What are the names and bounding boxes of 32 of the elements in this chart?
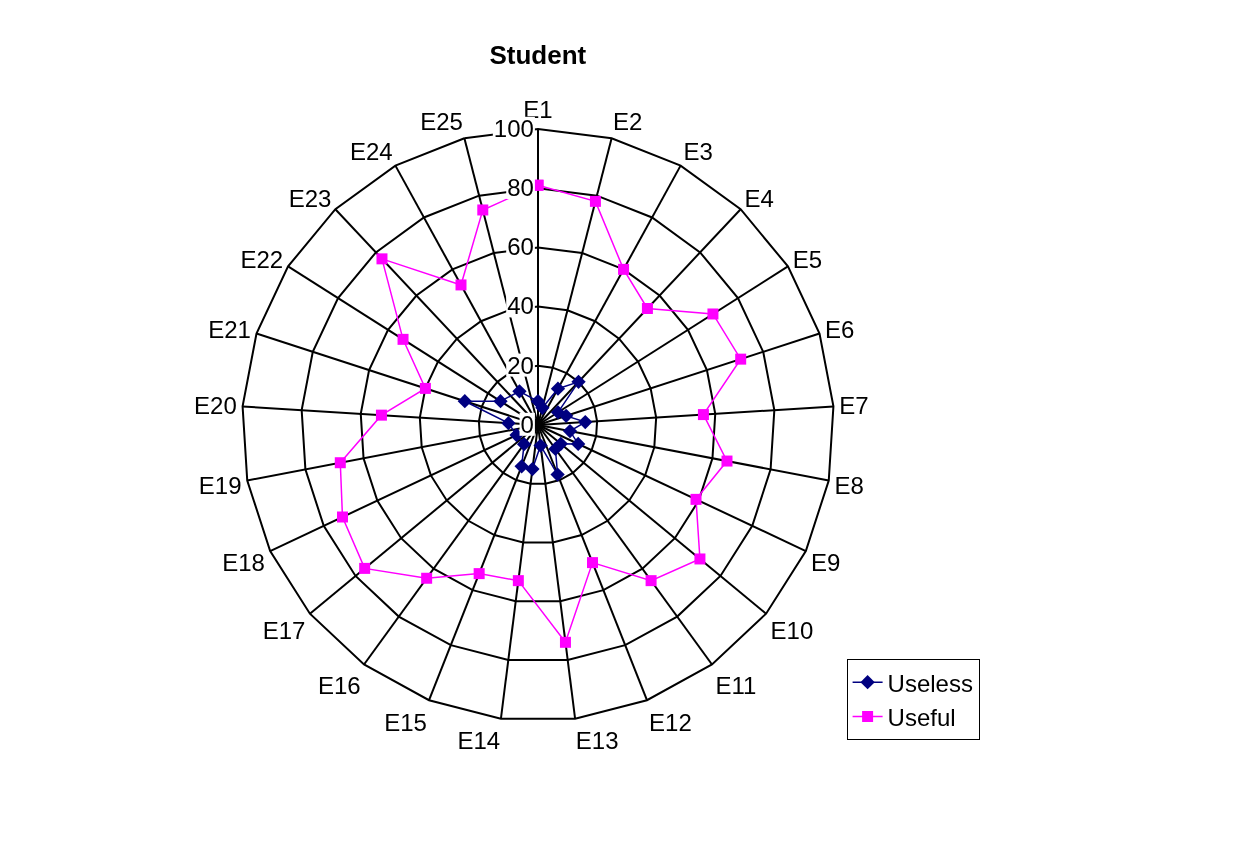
spoke-label: E8 <box>834 472 864 500</box>
spoke-label: E22 <box>240 245 284 273</box>
spoke-label: E10 <box>770 617 814 645</box>
spoke-label: E17 <box>262 617 306 645</box>
spoke-label: E4 <box>744 185 774 213</box>
spoke-label: E7 <box>839 392 869 420</box>
spoke-label: E24 <box>349 138 393 166</box>
y-tick-label: 60 <box>507 233 534 261</box>
spoke-label: E2 <box>613 108 643 136</box>
spoke-label: E23 <box>288 185 332 213</box>
spoke-label: E19 <box>198 472 242 500</box>
y-tick-label: 80 <box>507 174 534 201</box>
spoke-label: E20 <box>194 392 237 420</box>
spoke-label: E15 <box>384 709 427 737</box>
spoke-label: E13 <box>575 727 619 755</box>
spoke-label: E14 <box>457 727 501 755</box>
spoke-label: E11 <box>715 671 757 699</box>
spoke-label: E18 <box>222 549 265 577</box>
legend-label: Useless <box>887 669 973 697</box>
spoke-label: E12 <box>649 709 692 737</box>
spoke-label: E3 <box>683 138 713 166</box>
chart-title: Student <box>489 40 587 71</box>
spoke-label: E21 <box>208 316 251 344</box>
spoke-label: E16 <box>317 671 361 699</box>
spoke-label: E25 <box>420 108 463 136</box>
spoke-label: E6 <box>825 316 855 344</box>
y-tick-label: 20 <box>507 351 534 379</box>
legend-label: Useful <box>887 703 956 731</box>
spoke-label: E9 <box>811 549 841 577</box>
spoke-label: E5 <box>792 245 823 273</box>
y-tick-label: 0 <box>520 410 534 438</box>
y-tick-label: 40 <box>507 292 534 320</box>
